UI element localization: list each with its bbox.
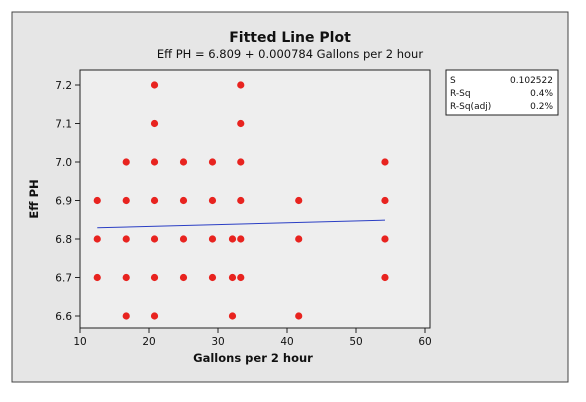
data-point bbox=[208, 196, 217, 205]
data-point bbox=[237, 81, 245, 89]
data-point bbox=[150, 119, 159, 128]
x-tick-label: 50 bbox=[349, 336, 362, 348]
data-point bbox=[122, 312, 130, 320]
data-point bbox=[179, 235, 188, 243]
data-point bbox=[150, 158, 159, 166]
y-tick-label: 6.6 bbox=[55, 311, 72, 323]
stats-box-border bbox=[445, 69, 559, 116]
stats-value-rsq: 0.4% bbox=[530, 89, 553, 99]
y-tick-label: 6.8 bbox=[55, 234, 72, 246]
data-point bbox=[150, 235, 159, 243]
data-point bbox=[122, 196, 130, 205]
data-points bbox=[93, 81, 389, 320]
data-point bbox=[93, 273, 101, 282]
data-point bbox=[295, 235, 303, 243]
y-tick-label: 7.0 bbox=[55, 157, 72, 169]
x-tick-label: 30 bbox=[211, 336, 224, 348]
stats-value-rsq-adj: 0.2% bbox=[530, 102, 553, 112]
y-tick-label: 6.7 bbox=[55, 273, 72, 285]
y-tick-label: 7.1 bbox=[55, 119, 72, 131]
data-point bbox=[122, 273, 130, 282]
y-tick-label: 7.2 bbox=[55, 80, 72, 92]
data-point bbox=[381, 158, 389, 166]
data-point bbox=[228, 273, 237, 282]
stats-label-s: S bbox=[450, 76, 456, 86]
data-point bbox=[93, 235, 101, 243]
chart-title: Fitted Line Plot bbox=[229, 30, 351, 46]
data-point bbox=[237, 235, 245, 243]
data-point bbox=[237, 196, 245, 205]
data-point bbox=[228, 235, 237, 243]
data-point bbox=[295, 196, 303, 205]
stats-box: S 0.102522 R-Sq 0.4% R-Sq(adj) 0.2% bbox=[445, 69, 559, 116]
data-point bbox=[208, 158, 217, 166]
fit-line-group bbox=[97, 219, 385, 229]
data-point bbox=[150, 81, 159, 89]
data-point bbox=[179, 196, 188, 205]
x-axis-label: Gallons per 2 hour bbox=[193, 351, 313, 365]
data-point bbox=[208, 273, 217, 282]
data-point bbox=[237, 273, 245, 282]
stats-label-rsq: R-Sq bbox=[450, 89, 471, 99]
data-point bbox=[381, 235, 389, 243]
data-point bbox=[93, 196, 101, 205]
stats-label-rsq-adj: R-Sq(adj) bbox=[450, 102, 491, 112]
fitted-regression-line bbox=[97, 219, 385, 229]
stats-value-s: 0.102522 bbox=[510, 76, 553, 86]
data-point bbox=[381, 273, 389, 282]
chart-subtitle: Eff PH = 6.809 + 0.000784 Gallons per 2 … bbox=[157, 47, 423, 61]
data-point bbox=[150, 273, 159, 282]
data-point bbox=[228, 312, 237, 320]
data-point bbox=[150, 312, 159, 320]
y-axis-ticks: 6.6 6.7 6.8 6.9 7.0 7.1 7.2 bbox=[55, 80, 80, 323]
x-tick-label: 60 bbox=[418, 336, 431, 348]
data-point bbox=[208, 235, 217, 243]
plot-area bbox=[79, 69, 431, 329]
y-axis-label: Eff PH bbox=[27, 179, 41, 218]
x-tick-label: 10 bbox=[73, 336, 86, 348]
x-tick-label: 20 bbox=[142, 336, 155, 348]
data-point bbox=[295, 312, 303, 320]
data-point bbox=[122, 158, 130, 166]
data-point bbox=[237, 119, 245, 128]
x-tick-label: 40 bbox=[280, 336, 293, 348]
y-tick-label: 6.9 bbox=[55, 196, 72, 208]
data-point bbox=[381, 196, 389, 205]
x-axis-ticks: 10 20 30 40 50 60 bbox=[73, 328, 432, 348]
data-point bbox=[179, 273, 188, 282]
data-point bbox=[150, 196, 159, 205]
data-point bbox=[122, 235, 130, 243]
data-point bbox=[179, 158, 188, 166]
data-point bbox=[237, 158, 245, 166]
